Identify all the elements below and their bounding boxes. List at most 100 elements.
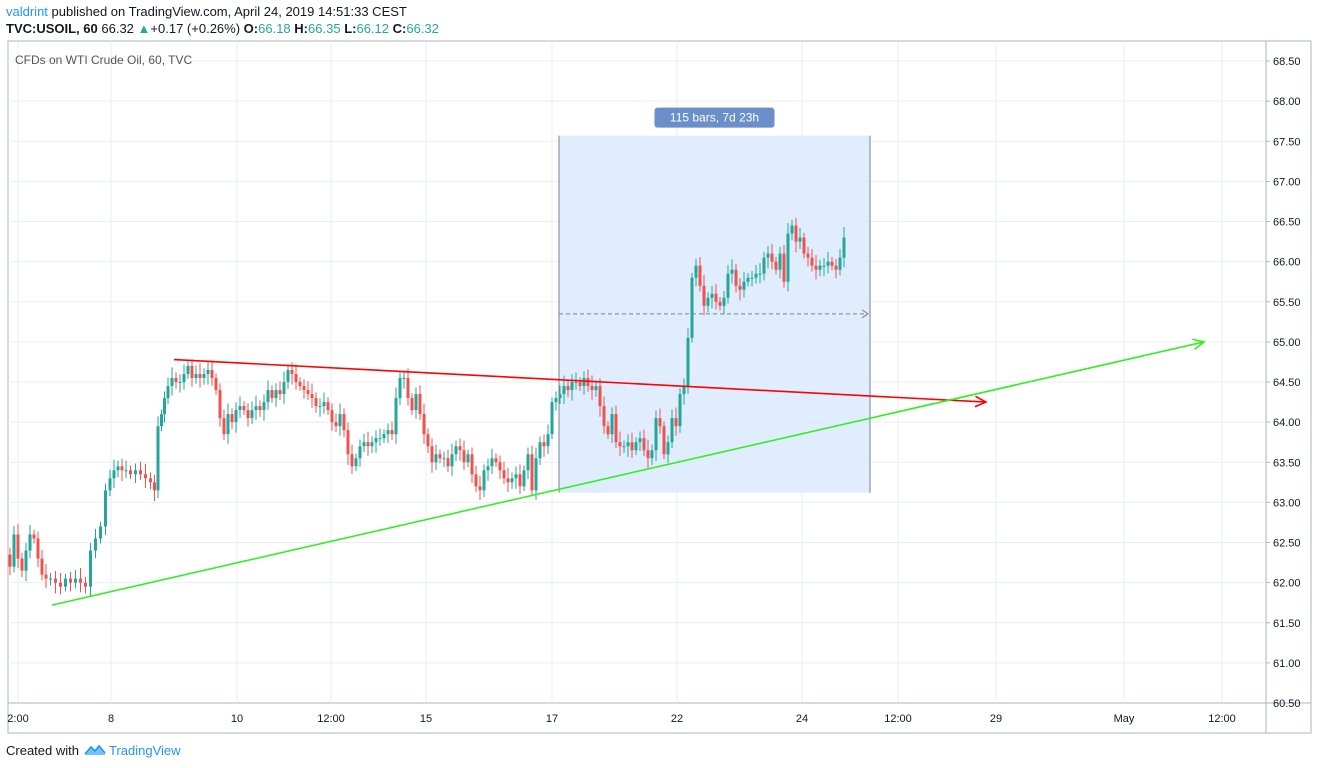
candle-body [498, 462, 502, 471]
candle-body [806, 253, 810, 258]
candle-body [698, 265, 702, 286]
candle-body [534, 458, 538, 491]
candle-body [662, 426, 666, 455]
candle-body [578, 382, 582, 387]
support-trendline-arrow-icon [1192, 338, 1206, 351]
candle-body [462, 450, 466, 463]
candle-body [222, 418, 226, 435]
y-tick-label: 68.50 [1273, 56, 1301, 68]
x-tick-label: 12:00 [317, 713, 345, 725]
candle-body [630, 442, 634, 451]
candle-body [470, 454, 474, 475]
candle-body [186, 365, 190, 375]
candle-body [226, 414, 230, 435]
author-link[interactable]: valdrint [6, 4, 48, 19]
last-price: 66.32 [101, 21, 134, 36]
candle-body [202, 374, 206, 379]
candle-body [510, 478, 514, 483]
candle-body [74, 578, 77, 583]
candle-body [686, 337, 690, 387]
candle-body [49, 578, 52, 580]
candle-body [714, 293, 718, 302]
candle-body [334, 422, 338, 427]
candle-body [730, 269, 734, 274]
candle-body [814, 265, 818, 270]
candle-body [574, 382, 578, 384]
candle-body [99, 526, 102, 539]
candle-body [422, 414, 426, 435]
candle-body [522, 470, 526, 487]
candle-body [294, 374, 298, 383]
candle-body [818, 265, 822, 270]
candle-body [570, 382, 574, 391]
candle-body [402, 378, 406, 380]
candle-body [554, 398, 558, 403]
candle-body [774, 261, 778, 270]
candle-body [182, 374, 186, 383]
candle-body [834, 265, 838, 270]
candle-body [254, 406, 258, 411]
tradingview-brand[interactable]: TradingView [108, 743, 181, 758]
x-tick-label: 8 [108, 713, 114, 725]
candle-body [286, 369, 290, 383]
resistance-trendline-arrow-icon [974, 395, 988, 408]
candle-body [762, 257, 766, 274]
candle-body [346, 430, 350, 455]
high-label: H: [294, 21, 309, 36]
x-tick-label: 15 [420, 713, 432, 725]
candle-body [742, 281, 746, 290]
low-value: 66.12 [356, 21, 390, 36]
candle-body [54, 578, 57, 583]
candle-body [718, 301, 722, 306]
candle-body [678, 394, 682, 427]
candle-body [362, 442, 366, 447]
y-tick-label: 66.00 [1273, 257, 1301, 269]
x-tick-label: 12:00 [884, 713, 912, 725]
candle-body [318, 406, 322, 408]
candle-body [702, 285, 706, 306]
candle-body [562, 386, 566, 395]
candle-body [770, 253, 774, 262]
candle-body [778, 253, 782, 270]
candle-body [626, 442, 630, 447]
price-change: +0.17 (+0.26%) [150, 21, 241, 36]
candle-body [650, 450, 654, 459]
measure-arrow-icon [861, 309, 869, 319]
candle-body [406, 378, 410, 399]
candle-body [262, 402, 266, 411]
candle-body [116, 466, 120, 471]
candle-body [638, 438, 642, 443]
candle-body [466, 454, 470, 463]
candle-body [112, 470, 116, 479]
candle-body [690, 277, 694, 338]
y-tick-label: 64.50 [1273, 377, 1301, 389]
x-tick-label: 22 [671, 713, 683, 725]
candle-body [530, 454, 534, 491]
candle-body [514, 474, 518, 479]
candle-body [246, 410, 250, 419]
y-tick-label: 65.50 [1273, 297, 1301, 309]
candle-body [40, 558, 44, 575]
candle-body [738, 285, 742, 290]
candle-body [206, 369, 210, 375]
candle-body [278, 390, 282, 395]
candle-body [674, 418, 678, 427]
candle-body [502, 470, 506, 479]
candle-body [518, 474, 522, 487]
y-tick-label: 63.50 [1273, 457, 1301, 469]
symbol-line: TVC:USOIL, 60 66.32 ▲+0.17 (+0.26%) O:66… [6, 21, 439, 36]
candle-body [646, 450, 650, 459]
candle-body [618, 442, 622, 447]
y-tick-label: 67.50 [1273, 136, 1301, 148]
candle-body [59, 582, 62, 587]
published-text: published on TradingView.com, April 24, … [47, 4, 407, 19]
candle-body [474, 474, 478, 487]
candle-body [454, 446, 458, 455]
measure-label: 115 bars, 7d 23h [670, 111, 759, 125]
candle-body [414, 394, 418, 411]
support-trendline [51, 341, 1205, 606]
price-chart[interactable]: 68.50 68.00 67.50 67.00 66.50 66.00 65.50 65.00… [0, 0, 1318, 742]
candle-body [302, 386, 306, 391]
publication-line: valdrint published on TradingView.com, A… [6, 4, 407, 19]
candle-body [826, 261, 830, 266]
